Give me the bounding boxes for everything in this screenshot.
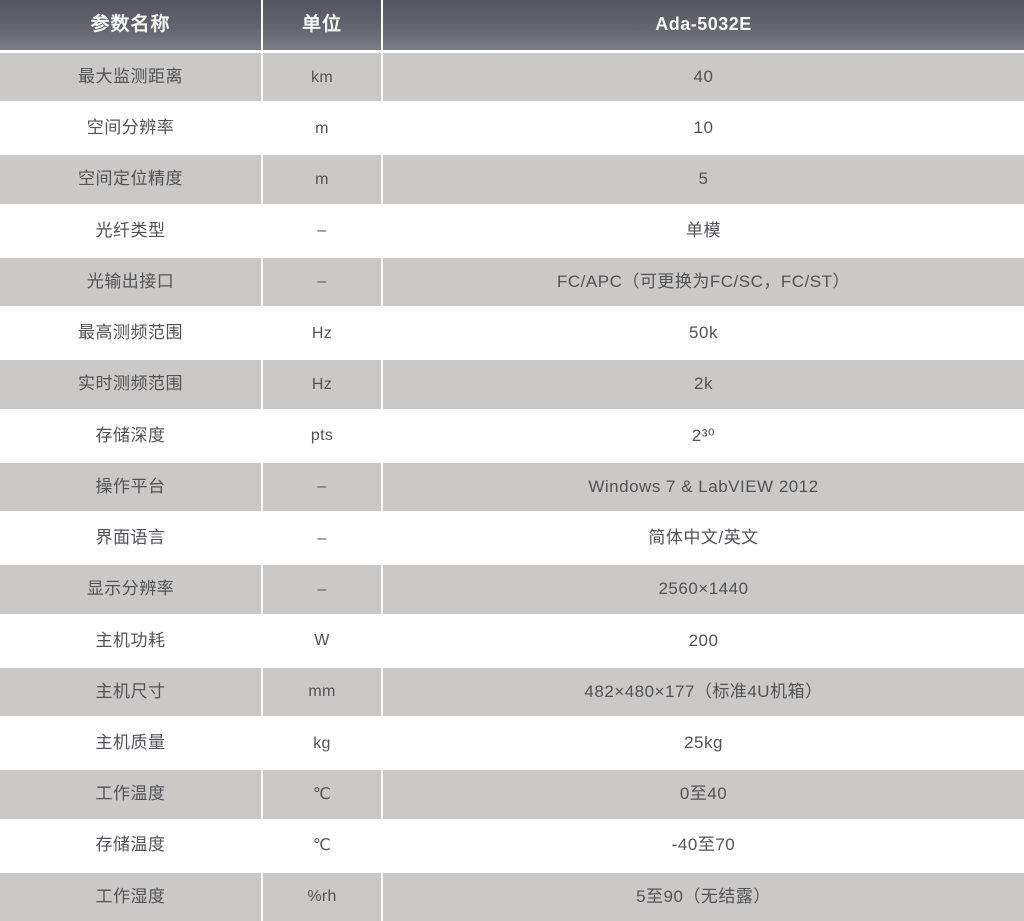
value-cell: 单模 <box>383 206 1024 255</box>
unit-cell: W <box>263 616 381 665</box>
unit-cell: km <box>263 53 381 102</box>
unit-cell: m <box>263 104 381 153</box>
unit-cell: mm <box>263 667 381 717</box>
value-cell: FC/APC（可更换为FC/SC，FC/ST） <box>383 257 1024 307</box>
unit-cell: – <box>263 462 381 512</box>
param-name-cell: 最大监测距离 <box>0 53 261 102</box>
unit-cell: Hz <box>263 360 381 409</box>
value-cell: 200 <box>383 616 1024 665</box>
value-cell: 2k <box>383 360 1024 409</box>
value-cell: 50k <box>383 309 1024 358</box>
value-cell: 2³⁰ <box>383 411 1024 460</box>
unit-cell: %rh <box>263 872 381 921</box>
unit-cell: Hz <box>263 309 381 358</box>
value-cell: 简体中文/英文 <box>383 514 1024 563</box>
unit-cell: – <box>263 514 381 563</box>
unit-cell: m <box>263 155 381 204</box>
unit-cell: – <box>263 565 381 614</box>
param-name-cell: 存储温度 <box>0 821 261 870</box>
value-cell: 5 <box>383 155 1024 204</box>
param-name-cell: 主机功耗 <box>0 616 261 665</box>
unit-cell: – <box>263 206 381 255</box>
param-name-cell: 光输出接口 <box>0 257 261 307</box>
value-cell: 5至90（无结露） <box>383 872 1024 921</box>
unit-cell: ℃ <box>263 821 381 870</box>
value-cell: 2560×1440 <box>383 565 1024 614</box>
param-name-cell: 空间分辨率 <box>0 104 261 153</box>
param-name-cell: 工作温度 <box>0 770 261 819</box>
param-name-cell: 空间定位精度 <box>0 155 261 204</box>
column-header-model: Ada-5032E <box>383 0 1024 50</box>
param-name-cell: 光纤类型 <box>0 206 261 255</box>
param-name-cell: 存储深度 <box>0 411 261 460</box>
param-name-cell: 主机尺寸 <box>0 667 261 717</box>
param-name-cell: 实时测频范围 <box>0 360 261 409</box>
unit-cell: kg <box>263 719 381 768</box>
param-name-cell: 工作湿度 <box>0 872 261 921</box>
value-cell: 25kg <box>383 719 1024 768</box>
value-cell: 10 <box>383 104 1024 153</box>
unit-cell: – <box>263 257 381 307</box>
column-header-unit: 单位 <box>263 0 381 50</box>
param-name-cell: 界面语言 <box>0 514 261 563</box>
value-cell: Windows 7 & LabVIEW 2012 <box>383 462 1024 512</box>
param-name-cell: 最高测频范围 <box>0 309 261 358</box>
unit-cell: pts <box>263 411 381 460</box>
value-cell: -40至70 <box>383 821 1024 870</box>
unit-cell: ℃ <box>263 770 381 819</box>
param-name-cell: 操作平台 <box>0 462 261 512</box>
column-header-param: 参数名称 <box>0 0 261 50</box>
param-name-cell: 主机质量 <box>0 719 261 768</box>
value-cell: 40 <box>383 53 1024 102</box>
value-cell: 482×480×177（标准4U机箱） <box>383 667 1024 717</box>
param-name-cell: 显示分辨率 <box>0 565 261 614</box>
value-cell: 0至40 <box>383 770 1024 819</box>
